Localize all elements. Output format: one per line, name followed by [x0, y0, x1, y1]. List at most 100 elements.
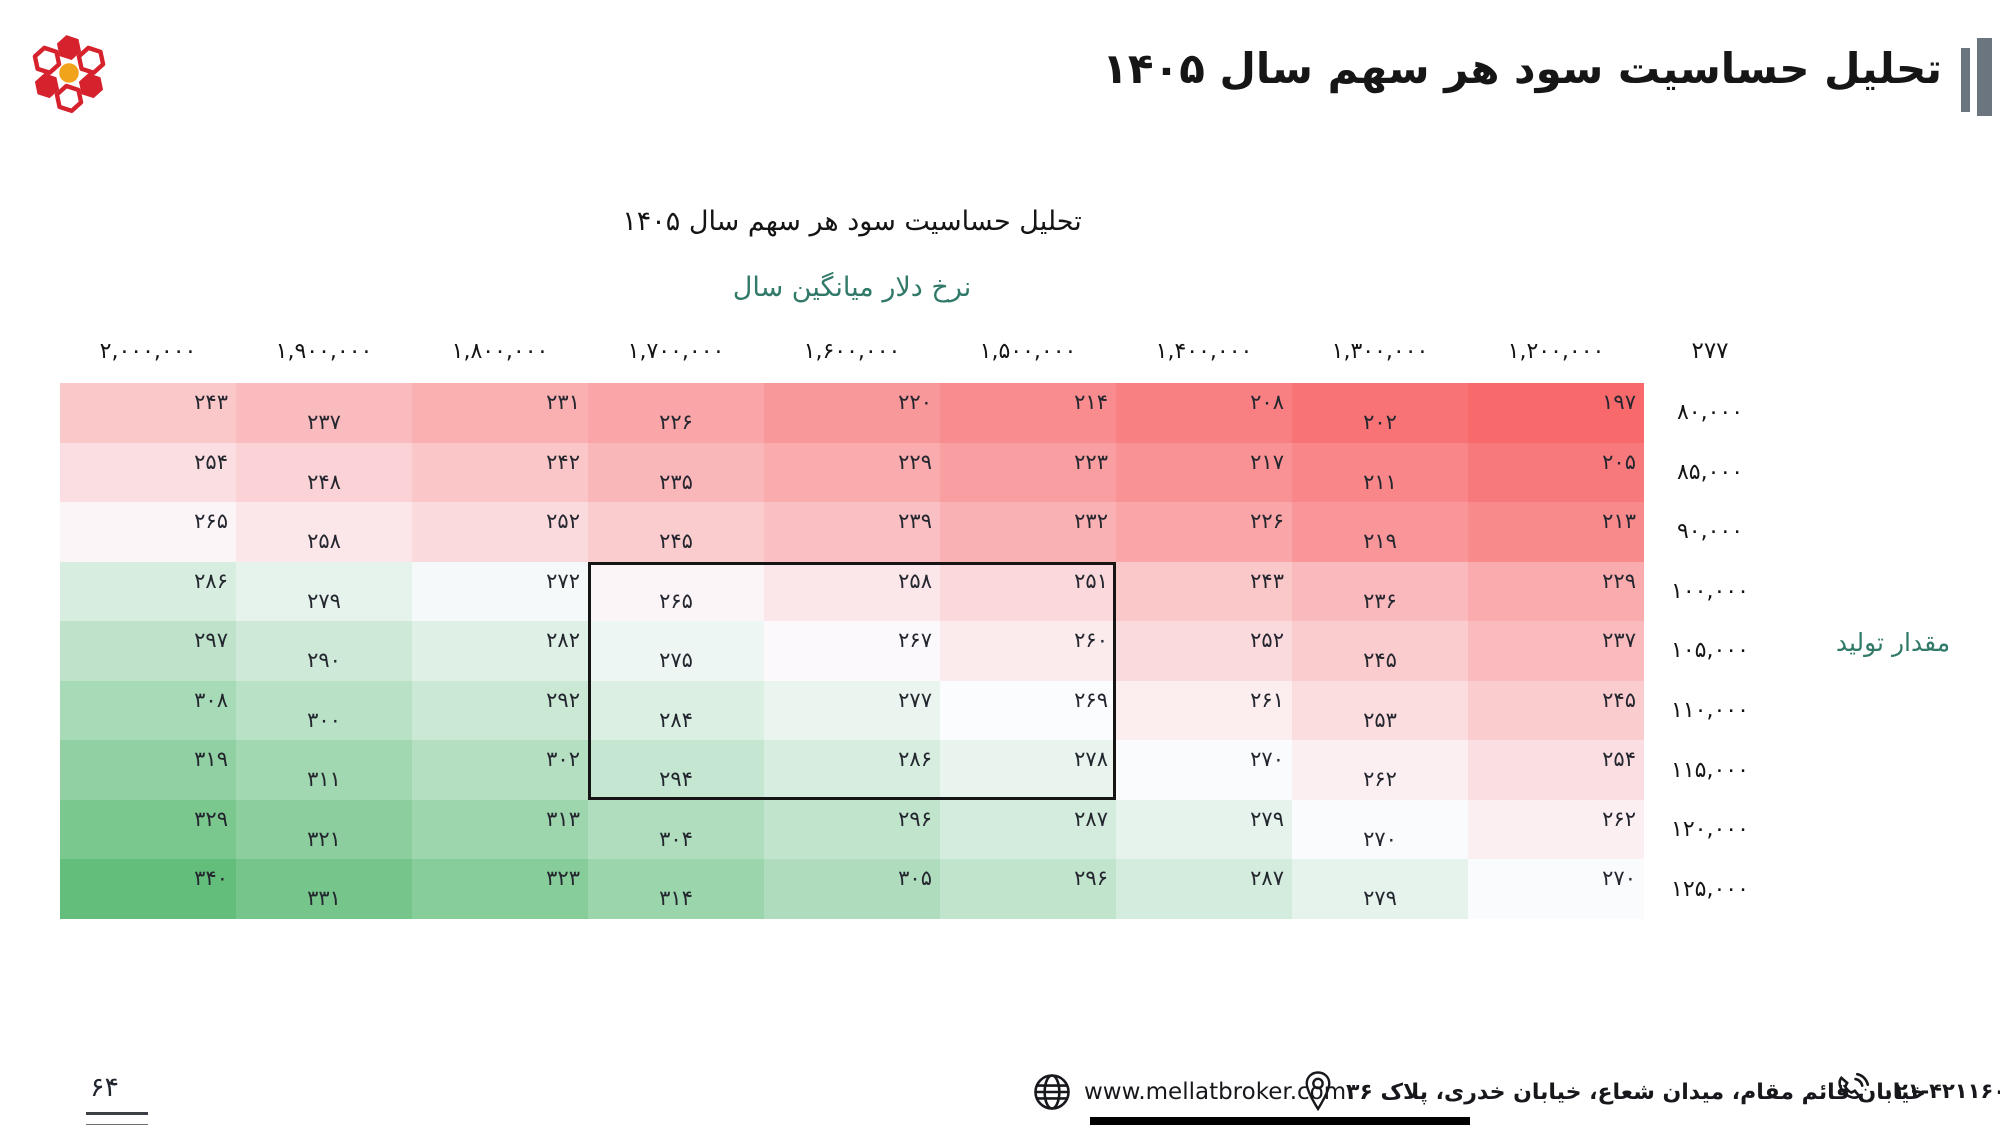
cell-value: ۳۲۳ — [546, 866, 580, 891]
y-axis-title: مقدار تولید — [1835, 628, 1951, 657]
heatmap-cell: ۲۱۷ — [1116, 442, 1292, 503]
heatmap-cell: ۳۱۹ — [60, 740, 236, 800]
cell-value: ۲۰۸ — [1250, 390, 1284, 414]
heatmap-cell: ۲۹۴ — [588, 740, 764, 800]
heatmap-cell: ۲۱۳ — [1468, 502, 1644, 562]
cell-value: ۳۲۹ — [194, 806, 228, 831]
heatmap-cell: ۳۴۰ — [60, 859, 236, 919]
cell-value: ۲۷۰ — [1363, 826, 1397, 851]
heatmap-cell: ۲۱۴ — [940, 383, 1116, 443]
cell-value: ۳۱۱ — [307, 767, 341, 792]
cell-value: ۲۵۸ — [898, 568, 932, 593]
cell-value: ۲۶۰ — [1074, 628, 1108, 653]
cell-value: ۲۹۶ — [898, 806, 932, 831]
cell-value: ۲۴۵ — [1363, 648, 1397, 673]
cell-value: ۲۳۷ — [1602, 628, 1636, 653]
address-text: خیابان قائم مقام، میدان شعاع، خیابان خدر… — [1346, 1079, 1926, 1105]
cell-value: ۲۷۰ — [1602, 866, 1636, 891]
cell-value: ۲۶۱ — [1250, 687, 1284, 712]
cell-value: ۲۳۶ — [1363, 588, 1397, 613]
cell-value: ۲۸۴ — [659, 707, 693, 732]
base-eps-label: ۲۷۷ — [1691, 338, 1729, 364]
cell-value: ۲۱۳ — [1602, 509, 1636, 534]
column-header: ۱,۵۰۰,۰۰۰ — [979, 338, 1077, 364]
heatmap-cell: ۲۸۶ — [60, 561, 236, 622]
location-pin-icon — [1300, 1068, 1336, 1116]
heatmap-cell: ۲۸۲ — [412, 621, 588, 681]
cell-value: ۲۷۲ — [546, 568, 580, 593]
column-header: ۱,۷۰۰,۰۰۰ — [627, 338, 725, 364]
cell-value: ۲۴۵ — [659, 529, 693, 554]
website-url[interactable]: www.mellatbroker.com — [1084, 1079, 1347, 1105]
heatmap-cell: ۲۰۲ — [1292, 383, 1468, 443]
heatmap-cell: ۲۹۰ — [236, 621, 412, 681]
heatmap-cell: ۳۲۱ — [236, 799, 412, 860]
column-header: ۱,۲۰۰,۰۰۰ — [1507, 338, 1605, 364]
row-label: ۱۰۵,۰۰۰ — [1671, 638, 1749, 664]
row-labels-column: ۸۰,۰۰۰ ۸۵,۰۰۰ ۹۰,۰۰۰ ۱۰۰,۰۰۰ ۱۰۵,۰۰۰ ۱۱۰,۰۰۰ ۱… — [1652, 383, 1768, 919]
heatmap-cell: ۳۱۳ — [412, 799, 588, 860]
heatmap-cell: ۳۰۴ — [588, 799, 764, 860]
x-axis-title: نرخ دلار میانگین سال — [732, 272, 972, 303]
chart-title: تحلیل حساسیت سود هر سهم سال ۱۴۰۵ — [622, 206, 1082, 237]
cell-value: ۲۸۷ — [1074, 806, 1108, 831]
heatmap-cell: ۲۳۹ — [764, 502, 940, 562]
heatmap-cell: ۳۱۴ — [588, 859, 764, 919]
heatmap-cell: ۲۶۲ — [1292, 740, 1468, 800]
heatmap-cell: ۲۹۷ — [60, 621, 236, 681]
heatmap-cell: ۲۳۷ — [236, 383, 412, 443]
cell-value: ۲۴۳ — [194, 390, 228, 414]
heatmap-cell: ۲۹۲ — [412, 680, 588, 741]
page-title: تحلیل حساسیت سود هر سهم سال ۱۴۰۵ — [1102, 44, 1942, 93]
page-number: ۶۴ — [90, 1072, 120, 1103]
cell-value: ۲۹۷ — [194, 628, 228, 653]
heatmap-cell: ۲۷۰ — [1292, 799, 1468, 860]
cell-value: ۲۷۸ — [1074, 747, 1108, 772]
heatmap-cell: ۳۰۵ — [764, 859, 940, 919]
cell-value: ۲۰۵ — [1602, 449, 1636, 474]
column-header: ۱,۶۰۰,۰۰۰ — [803, 338, 901, 364]
heatmap-cell: ۲۶۹ — [940, 680, 1116, 741]
heatmap-cell: ۳۱۱ — [236, 740, 412, 800]
row-label: ۱۲۵,۰۰۰ — [1671, 876, 1749, 902]
cell-value: ۲۵۳ — [1363, 707, 1397, 732]
cell-value: ۳۰۰ — [307, 707, 341, 732]
heatmap-cell: ۲۴۳ — [60, 383, 236, 443]
heatmap-cell: ۲۷۹ — [236, 561, 412, 622]
row-label: ۱۱۰,۰۰۰ — [1671, 698, 1749, 723]
heatmap-cell: ۲۶۵ — [60, 502, 236, 562]
cell-value: ۲۷۹ — [1250, 806, 1284, 831]
page-number-underline — [86, 1112, 148, 1125]
heatmap-cell: ۲۳۱ — [412, 383, 588, 443]
cell-value: ۲۸۷ — [1250, 866, 1284, 891]
heatmap-cell: ۲۸۶ — [764, 740, 940, 800]
cell-value: ۲۷۵ — [659, 648, 693, 673]
footer-phone: ۰۲۱-۴۲۱۱۶۰۰۰ — [1830, 1068, 2000, 1114]
heatmap-cell: ۲۷۰ — [1116, 740, 1292, 800]
heatmap-cell: ۲۳۲ — [940, 502, 1116, 562]
cell-value: ۲۶۹ — [1074, 687, 1108, 712]
heatmap-cell: ۲۴۵ — [1292, 621, 1468, 681]
heatmap-cell: ۲۱۱ — [1292, 442, 1468, 503]
cell-value: ۲۳۵ — [659, 469, 693, 494]
heatmap-cell: ۲۲۹ — [764, 442, 940, 503]
heatmap-cell: ۲۵۲ — [412, 502, 588, 562]
cell-value: ۲۹۲ — [546, 687, 580, 712]
heatmap-cell: ۲۷۲ — [412, 561, 588, 622]
column-header: ۱,۸۰۰,۰۰۰ — [451, 338, 549, 364]
cell-value: ۲۱۱ — [1363, 469, 1397, 494]
cell-value: ۲۷۷ — [898, 687, 932, 712]
row-label: ۱۱۵,۰۰۰ — [1671, 757, 1749, 783]
cell-value: ۲۳۲ — [1074, 509, 1108, 534]
cell-value: ۳۰۴ — [659, 826, 693, 851]
title-accent-bar — [1961, 48, 1970, 112]
cell-value: ۲۴۲ — [546, 449, 580, 474]
cell-value: ۲۱۴ — [1074, 390, 1108, 414]
heatmap-cell: ۲۲۳ — [940, 442, 1116, 503]
heatmap-cell: ۳۰۸ — [60, 680, 236, 741]
column-header: ۲,۰۰۰,۰۰۰ — [99, 338, 197, 364]
heatmap-cell: ۲۶۷ — [764, 621, 940, 681]
cell-value: ۲۰۲ — [1363, 410, 1397, 434]
heatmap-cell: ۲۹۶ — [764, 799, 940, 860]
cell-value: ۲۲۳ — [1074, 449, 1108, 474]
